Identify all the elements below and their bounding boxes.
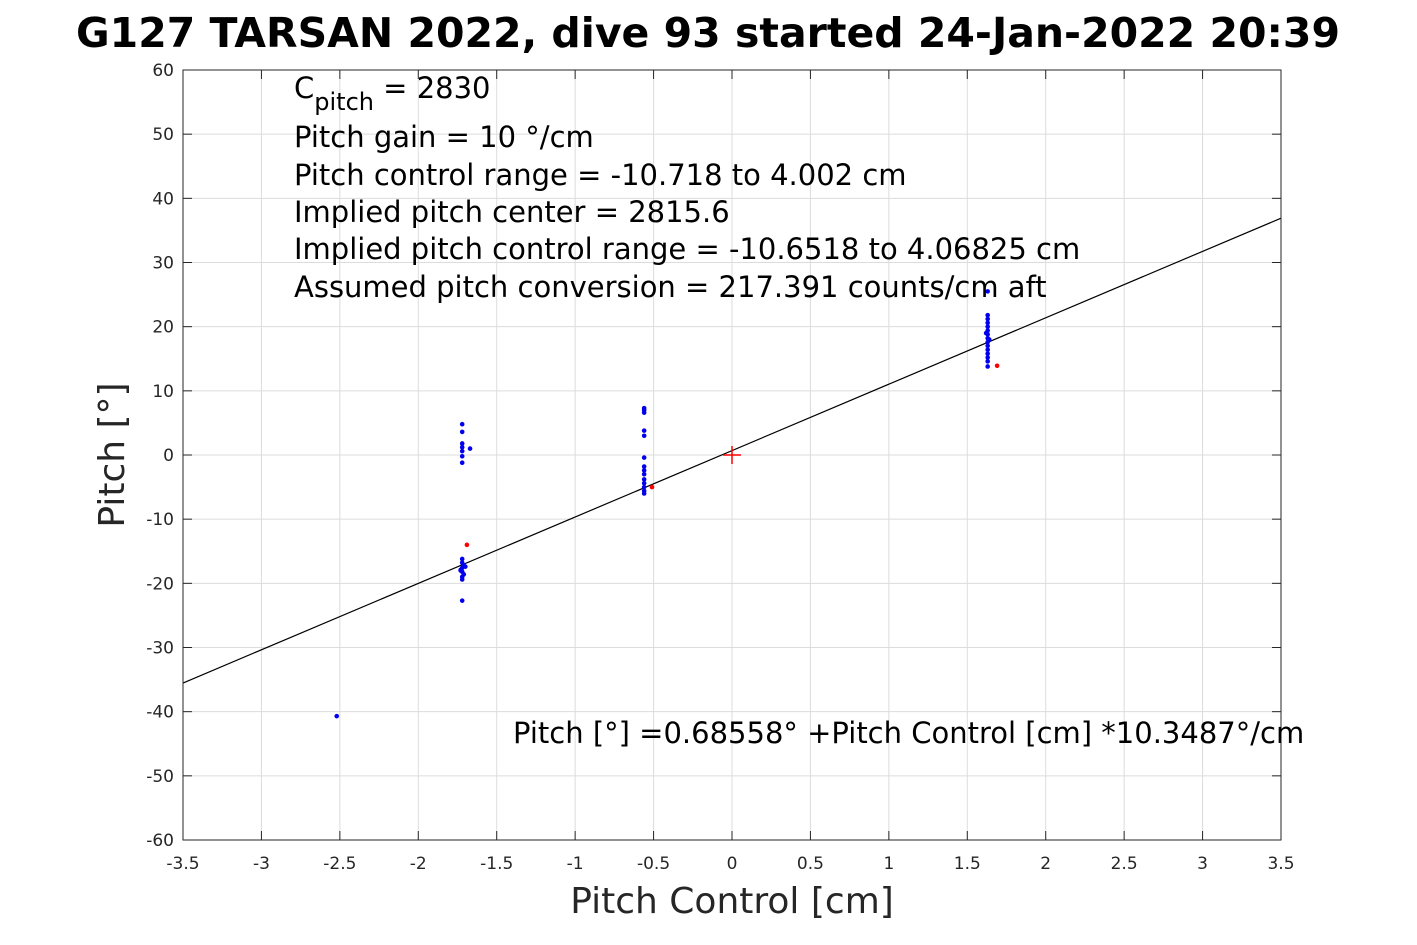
data-point <box>459 577 465 582</box>
x-tick-label: 0.5 <box>797 854 824 874</box>
data-point <box>459 429 465 435</box>
info-annotations: Cpitch = 2830 Pitch gain = 10 °/cm Pitch… <box>294 71 1304 750</box>
y-tick-label: 30 <box>152 254 174 274</box>
implied-range-annotation: Implied pitch control range = -10.6518 t… <box>294 232 1080 266</box>
x-tick-label: 2.5 <box>1111 854 1138 874</box>
x-tick-label: 1 <box>883 854 894 874</box>
data-point <box>985 316 990 322</box>
data-point <box>985 351 990 356</box>
y-axis-label: Pitch [°] <box>92 382 133 527</box>
data-points <box>334 289 1000 719</box>
data-point <box>985 347 990 353</box>
conversion-annotation: Assumed pitch conversion = 217.391 count… <box>294 270 1047 304</box>
data-point <box>467 446 473 451</box>
data-point <box>985 320 990 326</box>
chart-title: G127 TARSAN 2022, dive 93 started 24-Jan… <box>76 9 1340 57</box>
plot-frame <box>182 69 1282 841</box>
x-tick-label: 3.5 <box>1267 854 1294 874</box>
data-point <box>641 428 647 433</box>
x-tick-labels: -3.5 -3 -2.5 -2 -1.5 -1 -0.5 0 0.5 1 1.5 2 2.5 3 3.5 <box>166 854 1294 874</box>
data-point <box>641 491 647 496</box>
y-tick-label: -40 <box>146 703 174 723</box>
data-point <box>985 355 990 360</box>
y-tick-label: -10 <box>146 510 174 530</box>
y-tick-label: -50 <box>146 767 174 787</box>
fit-equation-annotation: Pitch [°] =0.68558° +Pitch Control [cm] … <box>513 716 1304 750</box>
x-tick-label: -3.5 <box>166 854 199 874</box>
data-point <box>983 330 989 336</box>
x-tick-label: 1.5 <box>954 854 981 874</box>
data-point <box>641 471 647 477</box>
data-point <box>459 441 465 446</box>
y-tick-label: -30 <box>146 639 174 659</box>
data-point <box>985 364 990 369</box>
data-point <box>985 343 990 349</box>
data-point <box>459 448 465 454</box>
x-tick-label: 2 <box>1040 854 1051 874</box>
data-point <box>459 453 465 459</box>
x-tick-label: -1 <box>567 854 584 874</box>
x-axis-label: Pitch Control [cm] <box>570 881 894 922</box>
y-tick-labels: 60 50 40 30 20 10 0 -10 -20 -30 -40 -50 -60 <box>146 61 174 851</box>
c-pitch-prefix: C <box>294 71 314 105</box>
data-point <box>459 598 465 603</box>
data-point <box>985 324 990 329</box>
x-tick-label: -3 <box>253 854 270 874</box>
data-point <box>459 421 465 427</box>
data-point <box>641 410 647 415</box>
c-pitch-annotation: Cpitch = 2830 <box>294 71 491 116</box>
data-point <box>641 464 647 469</box>
data-point <box>463 564 468 569</box>
data-point <box>641 433 647 439</box>
x-tick-label: -1.5 <box>480 854 513 874</box>
data-point <box>641 484 647 490</box>
c-pitch-subscript: pitch <box>314 88 374 116</box>
data-point <box>985 312 990 318</box>
data-point <box>459 556 465 562</box>
data-point <box>464 542 470 548</box>
data-point <box>649 484 655 490</box>
x-tick-label: -0.5 <box>637 854 670 874</box>
data-point <box>459 445 465 450</box>
data-point <box>985 289 990 294</box>
y-tick-label: -20 <box>146 574 174 594</box>
data-point <box>641 468 647 473</box>
y-tick-label: 50 <box>152 125 174 145</box>
data-point <box>986 337 992 342</box>
data-point <box>641 455 647 460</box>
y-tick-label: 0 <box>163 446 174 466</box>
y-tick-label: 40 <box>152 189 174 209</box>
x-tick-label: 0 <box>727 854 738 874</box>
data-point <box>641 477 647 482</box>
c-pitch-value: = 2830 <box>374 71 491 105</box>
x-tick-label: -2.5 <box>323 854 356 874</box>
pitch-gain-annotation: Pitch gain = 10 °/cm <box>294 120 594 154</box>
y-tick-label: -60 <box>146 831 174 851</box>
x-tick-label: -2 <box>410 854 427 874</box>
data-point <box>334 713 340 719</box>
data-point <box>459 460 465 466</box>
data-point <box>994 363 1000 369</box>
grid-lines <box>182 69 1282 841</box>
x-tick-label: 3 <box>1197 854 1208 874</box>
data-point <box>458 568 463 573</box>
y-tick-label: 10 <box>152 382 174 402</box>
control-range-annotation: Pitch control range = -10.718 to 4.002 c… <box>294 158 907 192</box>
y-tick-label: 20 <box>152 318 174 338</box>
data-point <box>985 359 990 364</box>
center-marker-group <box>723 446 741 464</box>
data-point <box>641 480 647 486</box>
y-tick-label: 60 <box>152 61 174 81</box>
implied-center-annotation: Implied pitch center = 2815.6 <box>294 195 730 229</box>
